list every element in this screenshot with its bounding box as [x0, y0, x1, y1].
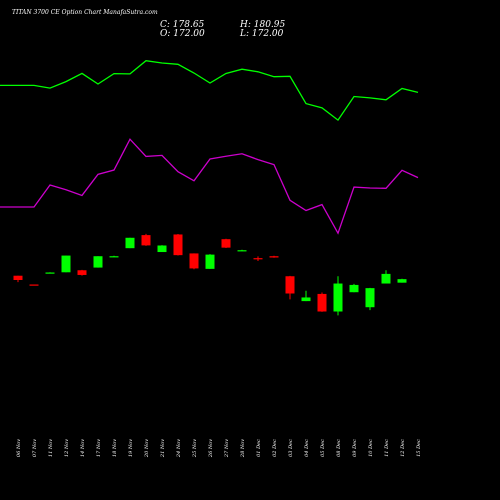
candle-body — [317, 293, 327, 312]
candle — [93, 256, 103, 268]
candle — [45, 272, 55, 274]
candle-body — [221, 239, 231, 248]
candle — [333, 276, 343, 316]
indicator-line-1 — [0, 60, 419, 122]
x-tick-label: 17 Nov — [96, 439, 102, 457]
candles — [13, 233, 407, 316]
candle — [141, 233, 151, 246]
x-tick-label: 21 Nov — [160, 439, 166, 458]
candle-body — [253, 258, 263, 260]
candle-body — [77, 270, 87, 275]
candle — [381, 270, 391, 284]
x-tick-label: 03 Dec — [288, 439, 294, 457]
candle — [61, 255, 71, 273]
x-tick-label: 27 Nov — [224, 439, 230, 458]
candle-body — [29, 284, 39, 286]
candle — [125, 237, 135, 249]
x-tick-label: 05 Dec — [320, 439, 326, 457]
candle — [317, 292, 327, 312]
candle — [301, 290, 311, 302]
candle — [109, 255, 119, 258]
candle-body — [189, 253, 199, 269]
candle — [29, 284, 39, 286]
candle — [285, 275, 295, 300]
x-tick-label: 11 Dec — [384, 439, 390, 457]
x-tick-label: 07 Nov — [32, 439, 38, 457]
x-tick-label: 28 Nov — [240, 439, 246, 458]
x-tick-label: 20 Nov — [144, 439, 150, 458]
indicator-line-2 — [0, 138, 419, 235]
candle-body — [237, 250, 247, 252]
candle — [253, 256, 263, 262]
x-tick-label: 24 Nov — [176, 439, 182, 458]
x-tick-label: 25 Nov — [192, 439, 198, 458]
close-readout: C: 178.65 — [160, 20, 205, 30]
candle-body — [269, 256, 279, 258]
candle-body — [301, 297, 311, 302]
candle — [173, 234, 183, 256]
x-tick-label: 01 Dec — [256, 439, 262, 457]
candle-body — [45, 272, 55, 274]
open-readout: O: 172.00 — [160, 29, 205, 39]
candle-body — [381, 273, 391, 284]
x-tick-label: 02 Dec — [272, 439, 278, 457]
x-tick-label: 26 Nov — [208, 439, 214, 458]
low-readout: L: 172.00 — [239, 29, 284, 39]
candle — [205, 254, 215, 269]
candle-body — [285, 276, 295, 294]
x-axis-labels: 06 Nov 07 Nov 11 Nov 12 Nov 14 Nov 17 Nov 18 N… — [16, 439, 422, 458]
candle — [269, 255, 279, 258]
x-tick-label: 12 Dec — [400, 439, 406, 457]
candle — [13, 275, 23, 283]
candle-body — [109, 256, 119, 258]
candle-body — [141, 235, 151, 246]
high-readout: H: 180.95 — [239, 20, 286, 30]
indicator-lines — [0, 60, 419, 235]
candle-body — [13, 275, 23, 280]
x-tick-label: 15 Dec — [416, 439, 422, 457]
x-tick-label: 04 Dec — [304, 439, 310, 457]
candle-body — [349, 284, 359, 293]
candle — [397, 278, 407, 283]
candle-body — [125, 237, 135, 249]
candle — [221, 238, 231, 248]
x-tick-label: 12 Nov — [64, 439, 70, 457]
candle-body — [93, 256, 103, 268]
candle — [237, 249, 247, 252]
candle-body — [61, 255, 71, 273]
x-tick-label: 08 Dec — [336, 439, 342, 457]
candle — [365, 287, 375, 311]
candle-body — [205, 254, 215, 269]
x-tick-label: 19 Nov — [128, 439, 134, 457]
candle — [349, 283, 359, 293]
chart-title: TITAN 3700 CE Option Chart ManafaSutra.c… — [12, 9, 158, 16]
candle-body — [397, 279, 407, 283]
x-tick-label: 09 Dec — [352, 439, 358, 457]
candle — [157, 245, 167, 253]
x-tick-label: 14 Nov — [80, 439, 86, 457]
x-tick-label: 11 Nov — [48, 439, 54, 457]
candle — [77, 269, 87, 276]
x-tick-label: 06 Nov — [16, 439, 22, 457]
x-tick-label: 10 Dec — [368, 439, 374, 457]
x-tick-label: 18 Nov — [112, 439, 118, 457]
candle — [189, 253, 199, 270]
candle-body — [333, 283, 343, 312]
candle-body — [365, 288, 375, 308]
candle-body — [173, 234, 183, 256]
candle-body — [157, 245, 167, 253]
